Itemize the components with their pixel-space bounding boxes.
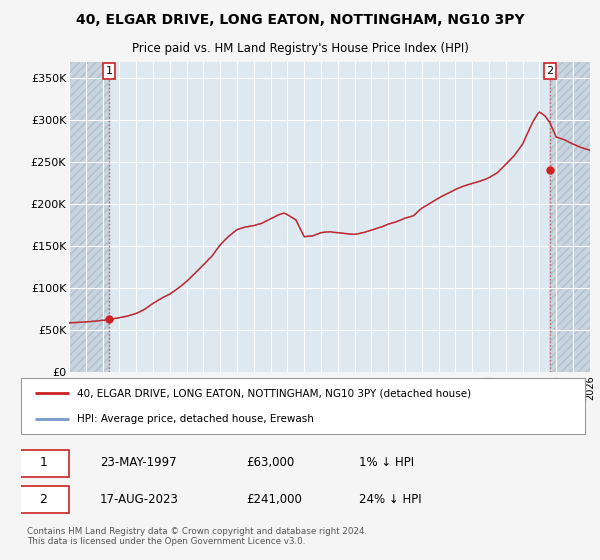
Text: £241,000: £241,000 — [247, 493, 302, 506]
FancyBboxPatch shape — [18, 450, 69, 477]
FancyBboxPatch shape — [21, 378, 585, 434]
Bar — [69, 62, 109, 372]
Text: £63,000: £63,000 — [247, 456, 295, 469]
Text: Contains HM Land Registry data © Crown copyright and database right 2024.
This d: Contains HM Land Registry data © Crown c… — [26, 526, 367, 546]
Bar — [550, 62, 590, 372]
Bar — [69, 62, 109, 372]
Text: 1% ↓ HPI: 1% ↓ HPI — [359, 456, 415, 469]
Text: 24% ↓ HPI: 24% ↓ HPI — [359, 493, 422, 506]
Bar — [550, 62, 590, 372]
Text: 40, ELGAR DRIVE, LONG EATON, NOTTINGHAM, NG10 3PY: 40, ELGAR DRIVE, LONG EATON, NOTTINGHAM,… — [76, 13, 524, 27]
Text: HPI: Average price, detached house, Erewash: HPI: Average price, detached house, Erew… — [77, 414, 314, 424]
FancyBboxPatch shape — [18, 486, 69, 514]
Text: 1: 1 — [106, 66, 112, 76]
Text: 2: 2 — [40, 493, 47, 506]
Text: 2: 2 — [547, 66, 554, 76]
Text: 40, ELGAR DRIVE, LONG EATON, NOTTINGHAM, NG10 3PY (detached house): 40, ELGAR DRIVE, LONG EATON, NOTTINGHAM,… — [77, 388, 472, 398]
Text: Price paid vs. HM Land Registry's House Price Index (HPI): Price paid vs. HM Land Registry's House … — [131, 43, 469, 55]
Text: 1: 1 — [40, 456, 47, 469]
Text: 17-AUG-2023: 17-AUG-2023 — [100, 493, 179, 506]
Text: 23-MAY-1997: 23-MAY-1997 — [100, 456, 176, 469]
